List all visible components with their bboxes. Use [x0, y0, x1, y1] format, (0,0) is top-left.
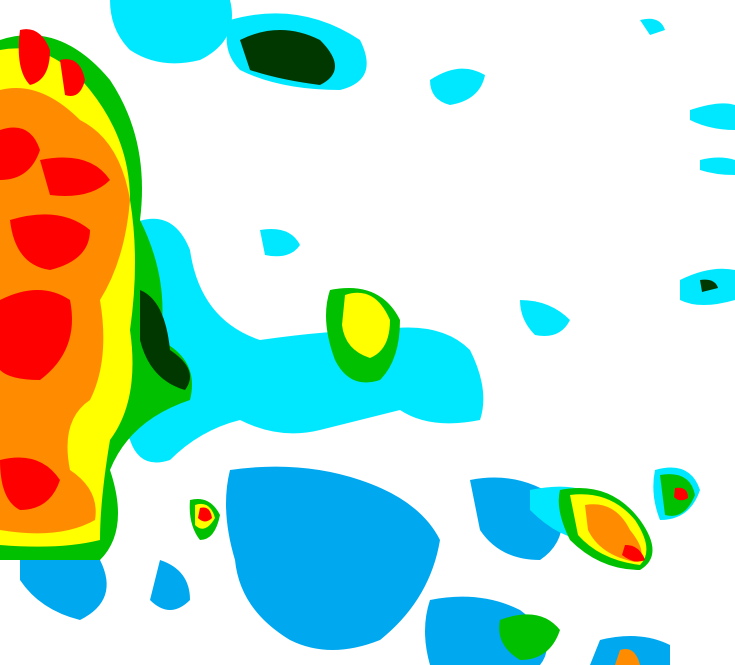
extreme-echoes-red — [0, 29, 688, 562]
radar-echo-cell — [18, 29, 50, 86]
radar-echo-cell — [700, 279, 718, 292]
radar-echo-cell — [240, 30, 335, 85]
radar-echo-cell — [198, 507, 212, 522]
radar-echo-cell — [700, 157, 735, 175]
radar-echo-cell — [690, 103, 735, 130]
radar-echo-cell — [615, 649, 640, 665]
radar-echo-cell — [520, 300, 570, 336]
moderate-echoes — [110, 0, 735, 540]
radar-echo-cell — [0, 290, 72, 380]
radar-echo-cell — [674, 487, 688, 501]
radar-echo-cell — [260, 229, 300, 257]
radar-echo-cell — [640, 18, 665, 35]
radar-echo-cell — [10, 214, 90, 270]
radar-echo-cell — [140, 290, 190, 390]
radar-echo-cell — [150, 560, 190, 610]
radar-echo-cell — [622, 545, 645, 562]
radar-echo-cell — [226, 466, 440, 650]
radar-echo-cell — [0, 457, 60, 510]
radar-echo-cell — [110, 0, 232, 64]
radar-echo-cell — [342, 292, 390, 358]
radar-echo-cell — [115, 218, 484, 463]
radar-echo-cell — [60, 59, 85, 96]
radar-echo-cell — [0, 127, 40, 180]
radar-echo-cell — [499, 614, 560, 660]
radar-echo-cell — [40, 157, 110, 196]
heavy-echoes-dark-green — [140, 30, 718, 390]
radar-echo-cell — [430, 68, 485, 105]
